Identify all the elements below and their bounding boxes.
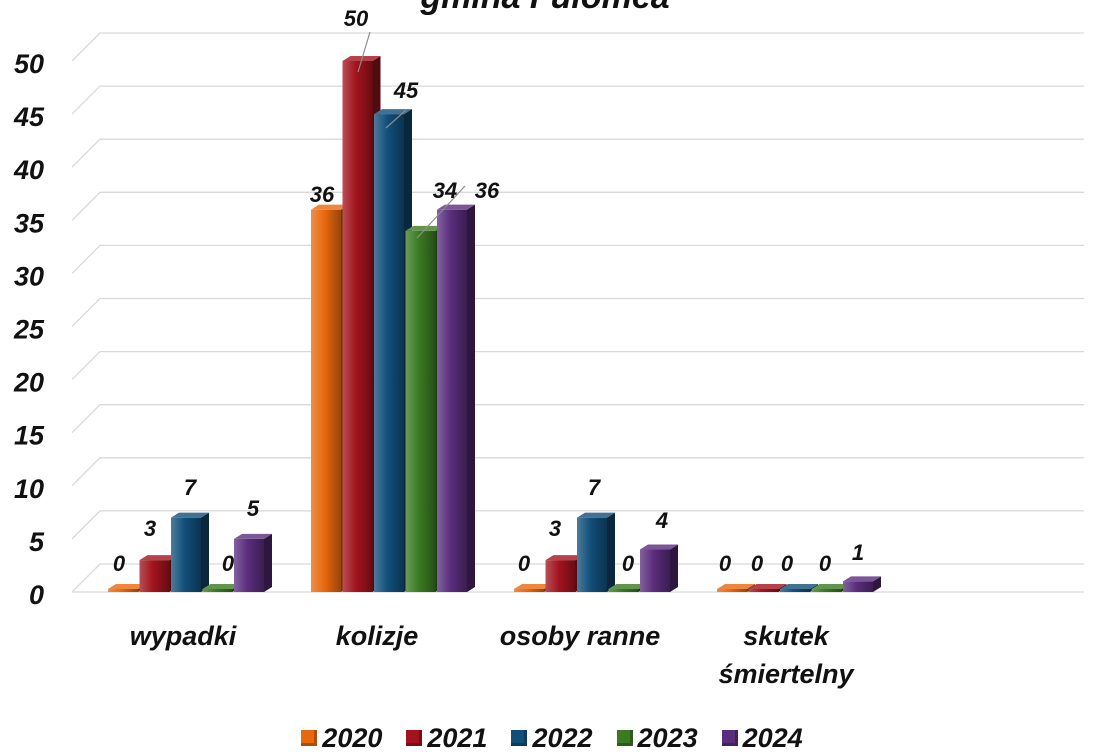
data-label: 36 [475,178,500,203]
gridlines [71,32,1084,593]
data-label: 0 [518,551,531,576]
y-tick-label: 25 [13,315,45,345]
data-label: 3 [549,516,561,541]
y-tick-label: 50 [14,49,44,79]
legend-swatch [511,730,528,746]
gridline [71,457,1084,487]
chart-title: gmina Fułomea [419,0,669,16]
legend-swatch [616,730,633,746]
legend-label: 2021 [427,722,488,753]
x-category-label: kolizje [336,621,419,651]
data-label: 36 [310,182,335,207]
data-label-leader [385,109,407,129]
bar [843,576,881,592]
chart-legend: 2020 2021 2022 2023 2024 [0,722,1104,754]
data-label: 0 [222,551,235,576]
data-label: 0 [622,551,635,576]
legend-label: 2024 [742,722,803,753]
legend-swatch [406,730,423,746]
data-label: 0 [751,551,764,576]
gridline [71,191,1084,221]
data-label: 7 [588,475,602,500]
gridline [71,563,1084,593]
x-category-label: osoby ranne [500,621,661,651]
legend-item: 2020 [301,723,382,754]
data-label: 34 [433,178,457,203]
data-label-leader [416,185,466,239]
bar [234,533,272,592]
gridline [71,85,1084,115]
x-category-label: skutek śmiertelny [718,621,855,689]
y-tick-label: 35 [14,208,45,238]
legend-label: 2020 [322,722,383,753]
y-tick-label: 40 [13,155,44,185]
y-tick-label: 30 [14,261,44,291]
bar [640,544,678,592]
legend-item: 2021 [406,723,487,754]
legend-item: 2024 [721,722,803,754]
data-label: 3 [144,516,156,541]
bar [437,204,475,592]
data-label: 0 [819,551,832,576]
data-label: 0 [113,551,126,576]
data-label: 0 [781,551,794,576]
y-tick-label: 0 [29,580,44,610]
y-tick-label: 20 [13,368,44,398]
data-label: 4 [655,508,668,533]
data-label: 5 [247,496,260,521]
data-label-leader [357,31,371,73]
y-tick-label: 5 [29,527,45,557]
data-label: 45 [393,78,419,103]
y-tick-label: 15 [14,421,45,451]
bar [577,512,615,592]
legend-label: 2023 [637,722,698,753]
legend-label: 2022 [532,722,593,753]
data-label: 0 [719,551,732,576]
legend-item: 2022 [511,722,593,754]
legend-swatch [301,730,318,746]
gridline [71,244,1084,274]
x-category-label: wypadki [130,621,237,651]
gridline [71,350,1084,381]
bar [171,512,209,592]
gridline [71,32,1084,62]
legend-item: 2023 [616,722,698,754]
gridline [71,404,1084,434]
y-tick-label: 10 [14,474,44,504]
gridline [71,138,1084,168]
data-label: 7 [184,475,198,500]
data-label: 1 [852,540,864,565]
data-label: 50 [344,6,369,31]
gridline [71,510,1084,540]
legend-swatch [721,730,738,746]
gridline [71,297,1084,327]
y-tick-label: 45 [13,102,45,132]
